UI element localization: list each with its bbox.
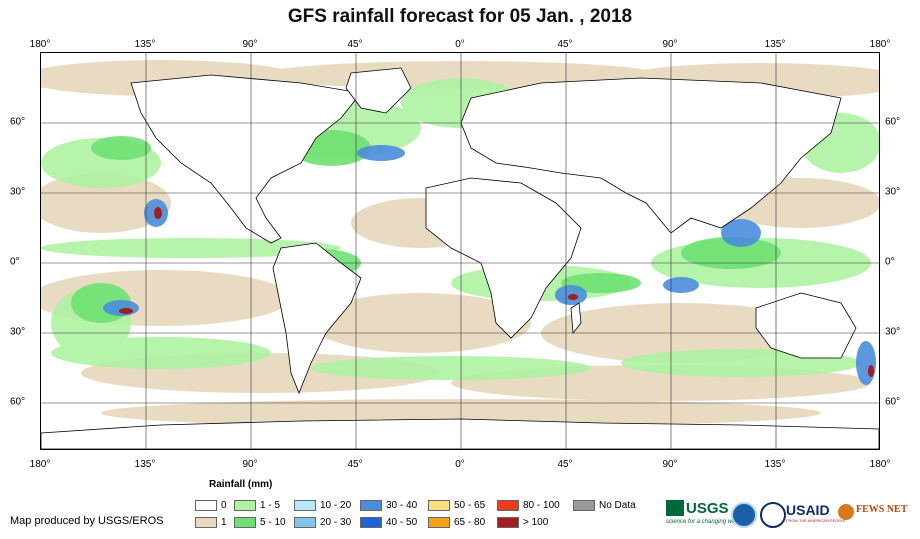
legend-item: 1 — [195, 516, 227, 529]
lon-tick-bottom: 135° — [134, 459, 156, 470]
extreme-rain-areas — [119, 207, 874, 377]
legend-swatch — [497, 517, 519, 528]
legend-swatch — [234, 500, 256, 511]
legend-label: 20 - 30 — [320, 517, 352, 528]
legend-label: No Data — [599, 500, 636, 511]
australia — [755, 292, 857, 359]
lat-tick-left: 60° — [10, 396, 26, 408]
map-title: GFS rainfall forecast for 05 Jan. , 2018 — [287, 6, 633, 27]
legend-label: 1 - 5 — [260, 500, 281, 511]
usaid-logo: USAID FROM THE AMERICAN PEOPLE — [786, 502, 846, 526]
lat-tick-left: 0° — [10, 256, 20, 268]
legend-label: 65 - 80 — [454, 517, 486, 528]
legend-swatch — [360, 517, 382, 528]
legend-label: 10 - 20 — [320, 500, 352, 511]
eurasia — [460, 77, 842, 234]
legend-label: 0 — [221, 500, 227, 511]
lon-tick-bottom: 180° — [29, 459, 51, 470]
lat-tick-left: 30° — [10, 186, 26, 198]
legend-swatch — [195, 500, 217, 511]
fewsnet-globe-icon — [838, 504, 854, 520]
lon-tick-top: 90° — [242, 39, 258, 50]
legend-item: 30 - 40 — [360, 499, 417, 512]
lon-tick-top: 45° — [557, 39, 573, 50]
lon-tick-bottom: 135° — [764, 459, 786, 470]
lat-tick-left: 30° — [10, 326, 26, 338]
greenland — [345, 67, 412, 114]
legend-item: 5 - 10 — [234, 516, 286, 529]
lon-tick-bottom: 45° — [557, 459, 573, 470]
lon-tick-top: 45° — [347, 39, 363, 50]
madagascar — [570, 302, 582, 335]
rainfall-map[interactable] — [40, 52, 880, 450]
fewsnet-text: FEWS NET — [856, 504, 908, 515]
lon-tick-bottom: 0° — [455, 459, 465, 470]
legend-swatch — [294, 517, 316, 528]
noaa-logo — [731, 502, 757, 528]
lon-tick-bottom: 90° — [242, 459, 258, 470]
map-credit: Map produced by USGS/EROS — [10, 515, 164, 527]
lon-tick-bottom: 180° — [869, 459, 891, 470]
lat-tick-left: 60° — [10, 116, 26, 128]
lon-tick-top: 0° — [455, 39, 465, 50]
legend-item: 0 — [195, 499, 227, 512]
legend-swatch — [497, 500, 519, 511]
lon-tick-top: 135° — [134, 39, 156, 50]
legend-label: > 100 — [523, 517, 549, 528]
legend-item: 65 - 80 — [428, 516, 485, 529]
legend-swatch — [294, 500, 316, 511]
legend-item: 1 - 5 — [234, 499, 280, 512]
legend-swatch — [573, 500, 595, 511]
legend-label: 5 - 10 — [260, 517, 286, 528]
lon-tick-bottom: 45° — [347, 459, 363, 470]
lat-tick-right: 30° — [885, 186, 901, 198]
legend-item: 40 - 50 — [360, 516, 417, 529]
legend-item: 50 - 65 — [428, 499, 485, 512]
legend-swatch — [428, 517, 450, 528]
lon-tick-top: 90° — [662, 39, 678, 50]
graticule — [41, 53, 879, 449]
legend-item: 10 - 20 — [294, 499, 351, 512]
usaid-seal-icon — [760, 502, 786, 528]
usgs-tagline: science for a changing world — [666, 519, 743, 525]
lat-tick-right: 60° — [885, 396, 901, 408]
lon-tick-top: 180° — [869, 39, 891, 50]
antarctica — [41, 418, 879, 449]
usaid-text: USAID — [786, 502, 830, 518]
legend-swatch — [360, 500, 382, 511]
legend-item: 20 - 30 — [294, 516, 351, 529]
legend-item: > 100 — [497, 516, 548, 529]
legend-label: 1 — [221, 517, 227, 528]
fewsnet-logo: FEWS NET — [838, 502, 914, 526]
legend-item: No Data — [573, 499, 636, 512]
lat-tick-right: 30° — [885, 326, 901, 338]
usgs-icon — [666, 500, 684, 516]
map-canvas — [41, 53, 879, 449]
lat-tick-right: 60° — [885, 116, 901, 128]
lon-tick-top: 135° — [764, 39, 786, 50]
legend-swatch — [428, 500, 450, 511]
usaid-tagline: FROM THE AMERICAN PEOPLE — [786, 518, 846, 523]
legend-title: Rainfall (mm) — [209, 479, 273, 490]
lon-tick-bottom: 90° — [662, 459, 678, 470]
legend-label: 80 - 100 — [523, 500, 560, 511]
lat-tick-right: 0° — [885, 256, 895, 268]
legend-label: 40 - 50 — [386, 517, 418, 528]
legend-item: 80 - 100 — [497, 499, 560, 512]
lon-tick-top: 180° — [29, 39, 51, 50]
legend-swatch — [234, 517, 256, 528]
continents — [41, 67, 879, 449]
legend-label: 30 - 40 — [386, 500, 418, 511]
usgs-text: USGS — [686, 500, 729, 517]
usgs-logo: USGS science for a changing world — [666, 500, 756, 530]
legend-swatch — [195, 517, 217, 528]
legend-label: 50 - 65 — [454, 500, 486, 511]
